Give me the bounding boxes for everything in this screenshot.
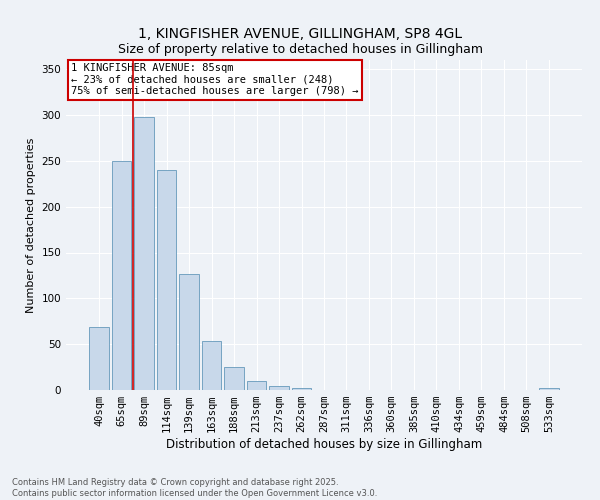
Bar <box>539 388 559 390</box>
Bar <box>134 117 154 390</box>
Text: Size of property relative to detached houses in Gillingham: Size of property relative to detached ho… <box>118 42 482 56</box>
X-axis label: Distribution of detached houses by size in Gillingham: Distribution of detached houses by size … <box>166 438 482 451</box>
Bar <box>157 170 176 390</box>
Bar <box>247 381 266 390</box>
Bar <box>292 388 311 390</box>
Bar <box>89 327 109 390</box>
Y-axis label: Number of detached properties: Number of detached properties <box>26 138 36 312</box>
Bar <box>202 340 221 390</box>
Text: 1 KINGFISHER AVENUE: 85sqm
← 23% of detached houses are smaller (248)
75% of sem: 1 KINGFISHER AVENUE: 85sqm ← 23% of deta… <box>71 64 359 96</box>
Bar <box>112 161 131 390</box>
Bar <box>179 274 199 390</box>
Text: 1, KINGFISHER AVENUE, GILLINGHAM, SP8 4GL: 1, KINGFISHER AVENUE, GILLINGHAM, SP8 4G… <box>138 28 462 42</box>
Text: Contains HM Land Registry data © Crown copyright and database right 2025.
Contai: Contains HM Land Registry data © Crown c… <box>12 478 377 498</box>
Bar <box>224 367 244 390</box>
Bar <box>269 386 289 390</box>
